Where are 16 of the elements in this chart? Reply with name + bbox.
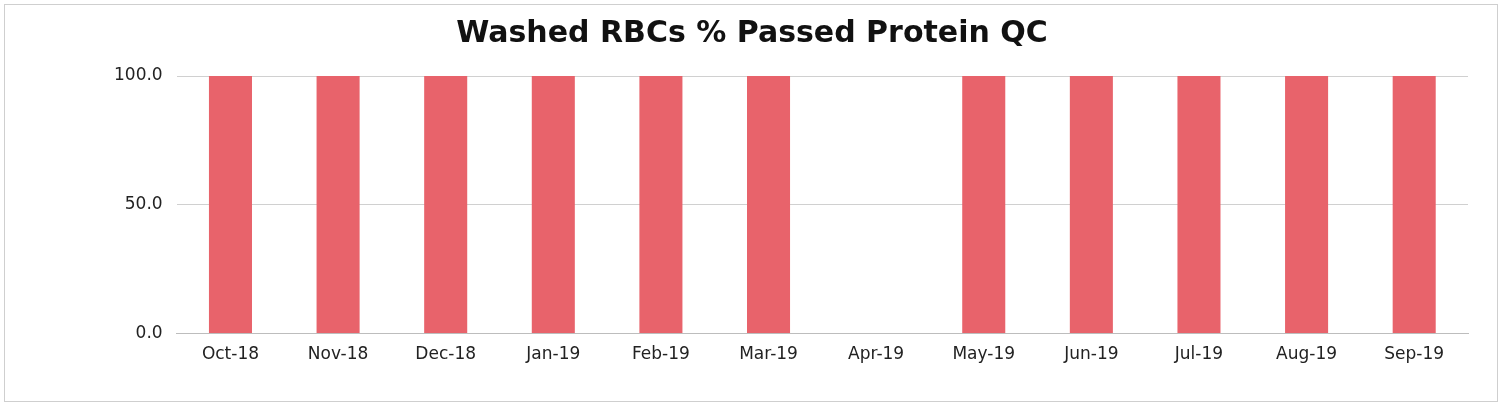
y-tick-label: 100.0 — [114, 64, 163, 85]
x-tick-label: Sep-19 — [1384, 343, 1445, 364]
x-tick-label: Aug-19 — [1276, 343, 1338, 364]
y-tick-label: 50.0 — [124, 193, 163, 214]
x-tick-label: Jul-19 — [1173, 343, 1224, 364]
x-tick-label: Mar-19 — [739, 343, 798, 364]
x-tick-label: Jan-19 — [525, 343, 581, 364]
x-tick-label: Dec-18 — [415, 343, 477, 364]
y-tick-label: 0.0 — [135, 322, 163, 343]
x-tick-label: Nov-18 — [307, 343, 369, 364]
x-tick-label: Oct-18 — [201, 343, 260, 364]
x-tick-label: Jun-19 — [1063, 343, 1119, 364]
x-tick-label: May-19 — [952, 343, 1016, 364]
x-tick-label: Apr-19 — [848, 343, 905, 364]
x-tick-label: Feb-19 — [631, 343, 690, 364]
chart-title: Washed RBCs % Passed Protein QC — [455, 14, 1049, 49]
